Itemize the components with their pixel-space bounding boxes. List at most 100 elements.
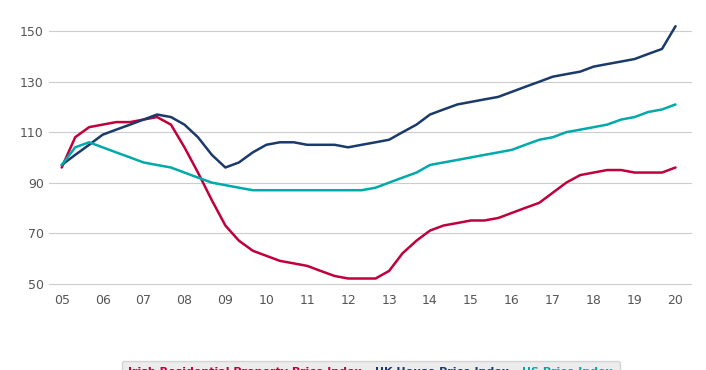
Irish Residential Property Price Index — [671, 165, 680, 170]
UK House Price Index — [357, 142, 366, 147]
Irish Residential Property Price Index — [303, 264, 311, 268]
UK House Price Index — [644, 52, 652, 56]
UK House Price Index — [576, 70, 585, 74]
UK House Price Index — [398, 130, 407, 134]
Irish Residential Property Price Index — [262, 253, 270, 258]
Irish Residential Property Price Index — [494, 216, 503, 220]
UK House Price Index — [521, 85, 530, 89]
US Price Index — [180, 170, 189, 175]
Irish Residential Property Price Index — [330, 274, 339, 278]
US Price Index — [371, 185, 380, 190]
US Price Index — [275, 188, 284, 192]
US Price Index — [139, 160, 148, 165]
US Price Index — [126, 155, 134, 159]
US Price Index — [494, 150, 503, 155]
US Price Index — [535, 138, 544, 142]
US Price Index — [249, 188, 257, 192]
Irish Residential Property Price Index — [617, 168, 626, 172]
US Price Index — [112, 150, 120, 155]
Line: US Price Index: US Price Index — [61, 104, 676, 190]
UK House Price Index — [85, 142, 93, 147]
UK House Price Index — [303, 142, 311, 147]
Irish Residential Property Price Index — [275, 259, 284, 263]
Irish Residential Property Price Index — [344, 276, 352, 281]
Irish Residential Property Price Index — [644, 170, 652, 175]
Irish Residential Property Price Index — [535, 201, 544, 205]
US Price Index — [85, 140, 93, 145]
UK House Price Index — [426, 112, 434, 117]
UK House Price Index — [562, 72, 570, 76]
Irish Residential Property Price Index — [521, 206, 530, 210]
US Price Index — [71, 145, 80, 149]
UK House Price Index — [289, 140, 298, 145]
UK House Price Index — [221, 165, 229, 170]
Irish Residential Property Price Index — [126, 120, 134, 124]
Irish Residential Property Price Index — [98, 122, 107, 127]
UK House Price Index — [671, 24, 680, 28]
US Price Index — [576, 127, 585, 132]
UK House Price Index — [590, 64, 598, 69]
UK House Price Index — [480, 97, 489, 102]
Irish Residential Property Price Index — [398, 251, 407, 256]
US Price Index — [426, 163, 434, 167]
UK House Price Index — [494, 95, 503, 99]
Irish Residential Property Price Index — [85, 125, 93, 130]
UK House Price Index — [167, 115, 175, 119]
US Price Index — [603, 122, 611, 127]
UK House Price Index — [330, 142, 339, 147]
Irish Residential Property Price Index — [385, 269, 393, 273]
Line: Irish Residential Property Price Index: Irish Residential Property Price Index — [61, 117, 676, 279]
US Price Index — [521, 142, 530, 147]
Irish Residential Property Price Index — [112, 120, 120, 124]
UK House Price Index — [57, 163, 66, 167]
US Price Index — [289, 188, 298, 192]
US Price Index — [658, 107, 666, 112]
US Price Index — [357, 188, 366, 192]
UK House Price Index — [152, 112, 161, 117]
US Price Index — [385, 181, 393, 185]
US Price Index — [57, 163, 66, 167]
Legend: Irish Residential Property Price Index, UK House Price Index, US Price Index: Irish Residential Property Price Index, … — [121, 361, 620, 370]
UK House Price Index — [249, 150, 257, 155]
UK House Price Index — [385, 138, 393, 142]
US Price Index — [316, 188, 325, 192]
Irish Residential Property Price Index — [57, 165, 66, 170]
US Price Index — [398, 175, 407, 180]
Irish Residential Property Price Index — [357, 276, 366, 281]
US Price Index — [439, 160, 448, 165]
US Price Index — [412, 170, 421, 175]
Irish Residential Property Price Index — [480, 218, 489, 223]
UK House Price Index — [603, 62, 611, 66]
UK House Price Index — [234, 160, 243, 165]
UK House Price Index — [535, 80, 544, 84]
US Price Index — [508, 148, 516, 152]
UK House Price Index — [658, 47, 666, 51]
Irish Residential Property Price Index — [603, 168, 611, 172]
UK House Price Index — [208, 153, 216, 157]
UK House Price Index — [412, 122, 421, 127]
US Price Index — [330, 188, 339, 192]
UK House Price Index — [344, 145, 352, 149]
Line: UK House Price Index: UK House Price Index — [61, 26, 676, 168]
US Price Index — [562, 130, 570, 134]
UK House Price Index — [262, 142, 270, 147]
Irish Residential Property Price Index — [289, 261, 298, 266]
UK House Price Index — [126, 122, 134, 127]
Irish Residential Property Price Index — [590, 170, 598, 175]
Irish Residential Property Price Index — [152, 115, 161, 119]
UK House Price Index — [193, 135, 202, 139]
UK House Price Index — [275, 140, 284, 145]
Irish Residential Property Price Index — [167, 122, 175, 127]
US Price Index — [630, 115, 639, 119]
Irish Residential Property Price Index — [221, 223, 229, 228]
US Price Index — [467, 155, 475, 159]
US Price Index — [208, 181, 216, 185]
UK House Price Index — [508, 90, 516, 94]
Irish Residential Property Price Index — [658, 170, 666, 175]
US Price Index — [480, 153, 489, 157]
US Price Index — [152, 163, 161, 167]
Irish Residential Property Price Index — [576, 173, 585, 177]
US Price Index — [167, 165, 175, 170]
UK House Price Index — [139, 117, 148, 122]
US Price Index — [303, 188, 311, 192]
